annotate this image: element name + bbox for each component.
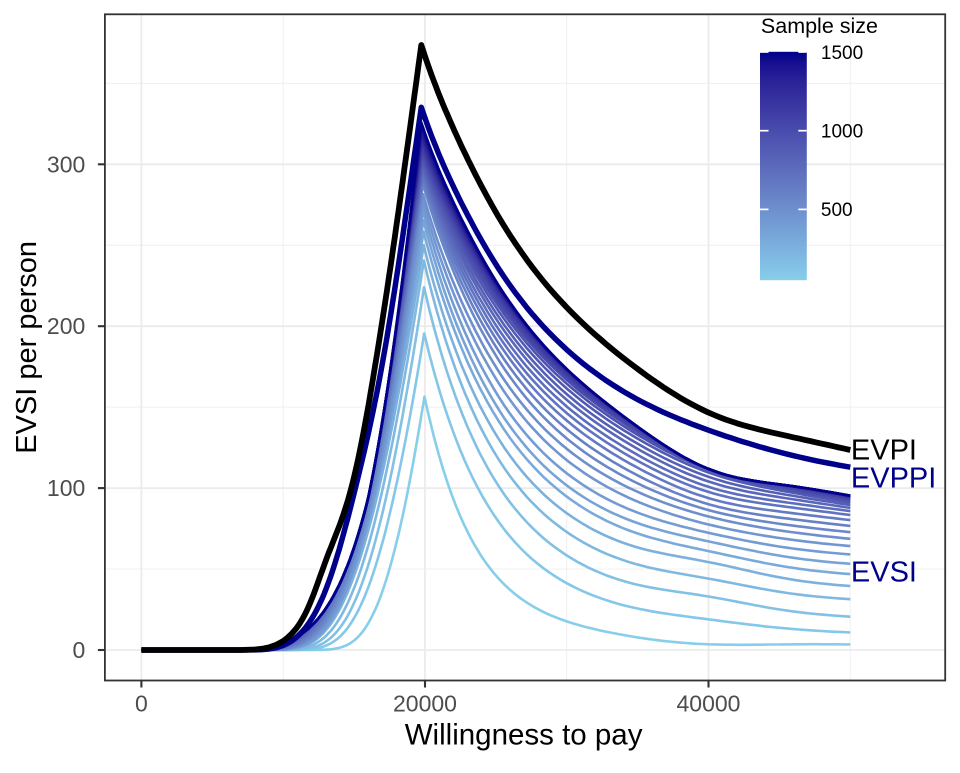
- svg-text:0: 0: [73, 637, 86, 663]
- svg-text:1000: 1000: [821, 122, 863, 143]
- svg-text:40000: 40000: [677, 691, 741, 717]
- svg-text:EVSI per person: EVSI per person: [11, 241, 43, 454]
- svg-text:EVPI: EVPI: [851, 435, 917, 467]
- svg-text:Willingness to pay: Willingness to pay: [405, 718, 643, 751]
- svg-text:EVPPI: EVPPI: [851, 462, 936, 494]
- svg-text:EVSI: EVSI: [851, 556, 917, 588]
- svg-text:20000: 20000: [393, 691, 457, 717]
- svg-text:1500: 1500: [821, 43, 863, 64]
- svg-text:0: 0: [135, 691, 148, 717]
- svg-text:100: 100: [47, 475, 85, 501]
- svg-text:Sample size: Sample size: [761, 14, 878, 38]
- svg-text:500: 500: [821, 200, 853, 221]
- svg-text:300: 300: [47, 151, 85, 177]
- svg-text:200: 200: [47, 313, 85, 339]
